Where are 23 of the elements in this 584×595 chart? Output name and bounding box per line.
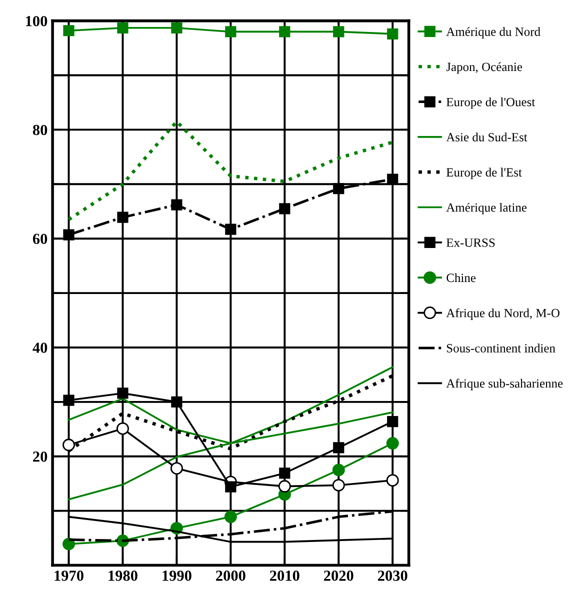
legend-label: Afrique sub-saharienne bbox=[446, 378, 563, 390]
legend-label: Amérique du Nord bbox=[446, 27, 540, 38]
legend-label: Afrique du Nord, M-O bbox=[446, 308, 560, 320]
legend-label: Europe de l'Ouest bbox=[446, 97, 536, 109]
legend-label: Amérique latine bbox=[446, 202, 527, 214]
legend-label: Europe de l'Est bbox=[446, 168, 522, 180]
y-tick-label: 20 bbox=[33, 452, 48, 462]
x-tick-label: 2010 bbox=[270, 570, 300, 581]
legend-label: Sous-continent indien bbox=[446, 344, 556, 352]
legend-label: Ex-URSS bbox=[446, 238, 495, 247]
y-tick-label: 100 bbox=[26, 16, 48, 26]
x-tick-label: 2020 bbox=[324, 570, 354, 581]
y-tick-label: 40 bbox=[32, 342, 48, 353]
x-tick-label: 2030 bbox=[378, 570, 408, 581]
x-tick-label: 1990 bbox=[162, 570, 192, 581]
legend-label: Japon, Océanie bbox=[446, 62, 522, 74]
y-tick-label: 60 bbox=[32, 234, 48, 244]
x-tick-label: 1980 bbox=[108, 570, 138, 581]
x-tick-label: 1970 bbox=[54, 570, 84, 581]
y-tick-label: 80 bbox=[32, 124, 48, 136]
x-tick-label: 2000 bbox=[216, 570, 246, 581]
legend-label: Chine bbox=[446, 273, 476, 282]
legend-label: Asie du Sud-Est bbox=[446, 132, 528, 142]
